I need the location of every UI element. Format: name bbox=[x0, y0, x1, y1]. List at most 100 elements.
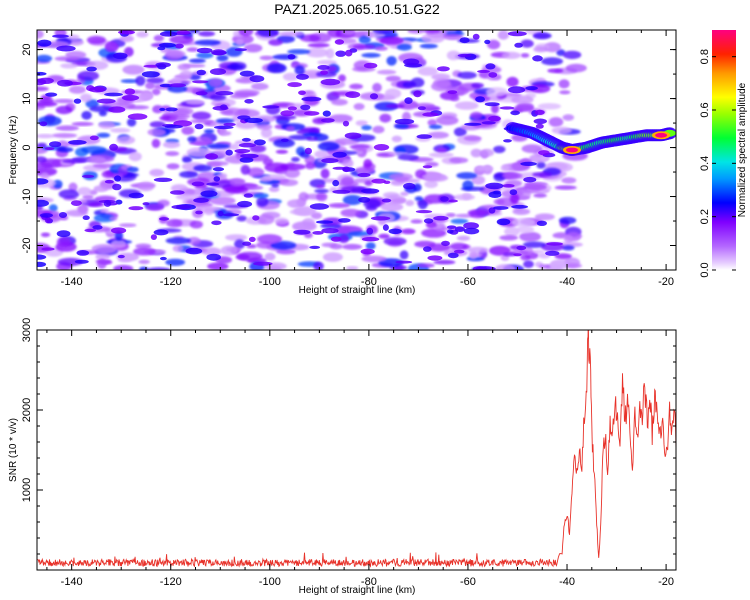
heatmap-noise-cell bbox=[401, 228, 416, 235]
heatmap-noise-core bbox=[242, 241, 252, 246]
heatmap-noise-core bbox=[84, 228, 96, 233]
heatmap-noise-cell bbox=[486, 87, 508, 97]
heatmap-noise-cell bbox=[110, 127, 131, 133]
heatmap-noise-core bbox=[422, 112, 439, 117]
snr-x-ticks: -140 -120 -100 -80 -60 -40 -20 bbox=[46, 330, 674, 588]
heatmap-noise-cell bbox=[236, 215, 247, 222]
heatmap-noise-core bbox=[239, 70, 255, 77]
heatmap-noise-core bbox=[338, 218, 351, 223]
heatmap-noise-cell bbox=[274, 217, 289, 225]
heatmap-noise-core bbox=[484, 102, 500, 107]
heatmap-noise-cell bbox=[257, 30, 279, 37]
heatmap-noise-core bbox=[124, 88, 136, 95]
heatmap-noise-cell bbox=[52, 133, 78, 138]
x-tick-label: -80 bbox=[361, 576, 377, 588]
heatmap-noise-cell bbox=[225, 234, 248, 241]
heatmap-noise-cell bbox=[182, 156, 193, 163]
colorbar-scale bbox=[712, 30, 736, 270]
heatmap-noise-core bbox=[252, 215, 260, 221]
heatmap-noise-cell bbox=[40, 232, 51, 238]
heatmap-noise-core bbox=[360, 248, 375, 255]
heatmap-noise-core bbox=[37, 261, 47, 267]
heatmap-noise-cell bbox=[206, 143, 231, 149]
heatmap-noise-core bbox=[86, 85, 95, 92]
heatmap-noise-cell bbox=[502, 172, 523, 180]
heatmap-noise-core bbox=[176, 30, 191, 35]
heatmap-noise-cell bbox=[501, 51, 521, 60]
heatmap-noise-cell bbox=[536, 161, 546, 169]
heatmap-noise-cell bbox=[96, 132, 111, 138]
heatmap-noise-cell bbox=[138, 92, 154, 100]
heatmap-noise-cell bbox=[559, 90, 571, 95]
heatmap-noise-core bbox=[502, 184, 515, 188]
heatmap-noise-cell bbox=[95, 253, 110, 260]
heatmap-noise-cell bbox=[193, 164, 213, 172]
heatmap-noise-cell bbox=[450, 95, 460, 102]
heatmap-noise-cell bbox=[165, 258, 186, 266]
heatmap-noise-core bbox=[320, 70, 328, 75]
heatmap-noise-cell bbox=[342, 243, 363, 250]
heatmap-noise-core bbox=[195, 91, 208, 96]
heatmap-noise-cell bbox=[433, 78, 451, 89]
heatmap-noise-cell bbox=[456, 235, 471, 241]
heatmap-noise-core bbox=[463, 227, 480, 235]
heatmap-noise-cell bbox=[55, 105, 73, 115]
heatmap-noise-core bbox=[241, 137, 251, 142]
heatmap-noise-core bbox=[403, 182, 416, 190]
heatmap-noise-core bbox=[205, 153, 219, 160]
heatmap-noise-cell bbox=[53, 98, 75, 104]
heatmap-noise-cell bbox=[470, 148, 482, 158]
heatmap-noise-core bbox=[464, 122, 482, 126]
heatmap-noise-cell bbox=[497, 30, 509, 40]
heatmap-noise-core bbox=[159, 107, 166, 111]
heatmap-noise-core bbox=[536, 220, 548, 226]
heatmap-noise-cell bbox=[463, 135, 482, 142]
heatmap-noise-core bbox=[280, 138, 289, 142]
heatmap-noise-cell bbox=[151, 138, 161, 148]
heatmap-noise-cell bbox=[183, 86, 199, 93]
heatmap-noise-cell bbox=[520, 39, 534, 48]
heatmap-noise-cell bbox=[551, 126, 572, 135]
heatmap-noise-core bbox=[234, 48, 247, 52]
heatmap-noise-cell bbox=[271, 183, 280, 188]
heatmap-noise-core bbox=[358, 196, 371, 203]
heatmap-noise-core bbox=[118, 30, 135, 35]
heatmap-noise-core bbox=[96, 98, 116, 104]
heatmap-noise-cell bbox=[427, 119, 438, 126]
heatmap-noise-cell bbox=[282, 72, 299, 81]
heatmap-noise-cell bbox=[166, 218, 183, 228]
heatmap-noise-cell bbox=[391, 135, 402, 143]
heatmap-noise-core bbox=[345, 91, 361, 98]
heatmap-noise-cell bbox=[462, 180, 474, 191]
heatmap-noise-core bbox=[114, 175, 122, 182]
heatmap-noise-cell bbox=[40, 172, 50, 181]
heatmap-noise-core bbox=[56, 230, 71, 238]
heatmap-noise-core bbox=[92, 225, 103, 230]
heatmap-noise-cell bbox=[116, 135, 136, 145]
heatmap-noise-cell bbox=[533, 249, 545, 254]
snr-y-axis-label: SNR (10 * v/v) bbox=[8, 418, 19, 482]
heatmap-noise-core bbox=[141, 71, 160, 78]
heatmap-noise-core bbox=[293, 229, 311, 235]
heatmap-noise-cell bbox=[417, 66, 438, 76]
heatmap-noise-core bbox=[321, 118, 335, 123]
heatmap-noise-core bbox=[481, 121, 496, 125]
snr-series-layer bbox=[37, 330, 676, 568]
heatmap-noise-cell bbox=[135, 243, 152, 249]
heatmap-noise-cell bbox=[410, 77, 425, 88]
heatmap-noise-cell bbox=[321, 242, 338, 248]
heatmap-noise-core bbox=[192, 80, 209, 84]
heatmap-noise-cell bbox=[554, 185, 577, 190]
heatmap-noise-cell bbox=[399, 250, 409, 260]
heatmap-noise-cell bbox=[273, 138, 295, 148]
heatmap-noise-core bbox=[447, 225, 457, 229]
heatmap-noise-core bbox=[58, 212, 68, 218]
heatmap-noise-cell bbox=[238, 30, 254, 37]
heatmap-noise-cell bbox=[397, 154, 419, 161]
heatmap-noise-core bbox=[415, 210, 433, 214]
spectrogram-frame bbox=[36, 29, 677, 271]
heatmap-noise-cell bbox=[358, 35, 371, 44]
heatmap-noise-cell bbox=[146, 267, 171, 270]
heatmap-noise-core bbox=[493, 206, 509, 210]
heatmap-noise-cell bbox=[549, 260, 568, 270]
